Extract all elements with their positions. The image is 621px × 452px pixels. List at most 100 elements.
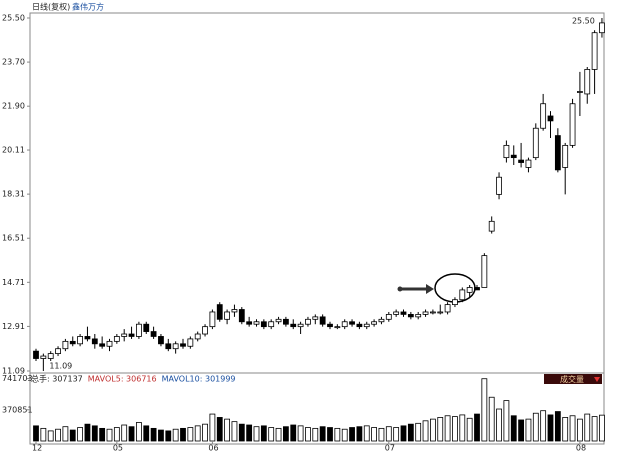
candle-body [121, 333, 128, 337]
candle-body [415, 314, 422, 318]
volume-bar [481, 378, 488, 442]
y-tick-label: 370851 [2, 405, 33, 414]
candle-body [444, 304, 451, 313]
candle-body [158, 336, 164, 345]
volume-bar [135, 422, 142, 442]
volume-bar [312, 427, 319, 442]
volume-bar [106, 428, 113, 442]
volume-bar [349, 427, 355, 442]
candle-body [224, 311, 231, 320]
candle-body [474, 287, 480, 291]
candle-body [532, 127, 539, 159]
candle-body [91, 338, 98, 345]
x-tick-label: 07 [385, 444, 395, 452]
candle-body [599, 22, 605, 34]
volume-bar [510, 415, 517, 442]
y-tick-label: 741703 [2, 374, 33, 383]
volume-bar [378, 427, 385, 442]
volume-bar [503, 400, 510, 442]
annotation: 11.09 [49, 362, 72, 371]
candle-body [128, 333, 135, 337]
volume-bar [231, 421, 238, 442]
candle-body [231, 309, 238, 313]
volume-bar [128, 426, 135, 442]
y-tick-label: 16.51 [2, 234, 25, 243]
candle-body [194, 333, 201, 340]
volume-bar [319, 426, 326, 442]
volume-button[interactable] [544, 374, 602, 384]
y-tick-label: 23.70 [2, 58, 25, 67]
candle-body [356, 323, 363, 328]
candle-body [77, 336, 83, 345]
candle-body [290, 323, 297, 328]
stock-name: 鑫伟万方 [72, 2, 104, 12]
volume-bar [180, 427, 186, 442]
volume-bar [268, 427, 275, 442]
volume-bar [488, 396, 495, 442]
candle-body [562, 144, 569, 168]
volume-bar [40, 427, 47, 442]
dropdown-icon[interactable] [594, 377, 600, 382]
candle-body [40, 355, 47, 359]
candle-body [260, 321, 267, 328]
volume-bar [91, 425, 98, 442]
candle-body [540, 103, 547, 129]
volume-bar [290, 424, 297, 442]
volume-bar [84, 423, 91, 442]
volume-bar [172, 428, 179, 442]
volume-bar [422, 420, 429, 442]
volume-bar [224, 418, 231, 442]
volume-bar [532, 412, 539, 442]
candle-body [62, 340, 69, 350]
candle-body [363, 323, 370, 328]
candle-body [459, 289, 466, 301]
candle-body [547, 115, 554, 122]
candle-body [554, 135, 561, 171]
candle-body [209, 311, 216, 328]
volume-label: MAVOL5: 306716 [88, 375, 157, 384]
volume-bar [466, 417, 473, 442]
volume-bar [77, 427, 83, 442]
annotation: 25.50 [572, 17, 595, 26]
volume-bar [246, 424, 253, 442]
y-tick-label: 18.31 [2, 190, 25, 199]
x-tick-label: 12 [32, 444, 42, 452]
volume-bar [62, 426, 69, 442]
x-tick-label: 08 [576, 444, 586, 452]
candle-body [518, 159, 524, 163]
volume-label: MAVOL10: 301999 [162, 375, 236, 384]
y-tick-label: 21.90 [2, 102, 25, 111]
candle-body [113, 336, 120, 342]
y-tick-label: 20.11 [2, 146, 25, 155]
candle-body [452, 299, 458, 306]
volume-bar [444, 415, 451, 442]
candle-body [84, 336, 91, 340]
volume-bar [143, 425, 150, 442]
candle-body [393, 311, 400, 315]
candle-body [275, 318, 282, 323]
candle-body [503, 144, 510, 159]
volume-bar [356, 426, 363, 442]
candle-body [584, 69, 591, 95]
volume-title[interactable]: 成交量 [560, 374, 584, 384]
candle-body [422, 311, 429, 315]
candle-body [99, 343, 106, 347]
volume-bar [518, 419, 524, 442]
volume-bar [584, 413, 591, 442]
volume-bar [429, 418, 436, 442]
volume-bar [165, 430, 172, 442]
volume-bar [209, 413, 216, 442]
volume-bar [540, 410, 547, 442]
volume-bar [33, 425, 39, 442]
volume-bar [496, 408, 502, 442]
volume-bar [547, 414, 554, 442]
volume-bar [113, 427, 120, 442]
candle-body [33, 350, 39, 359]
y-tick-label: 25.50 [2, 14, 25, 23]
y-tick-label: 14.71 [2, 278, 25, 287]
candle-body [202, 326, 208, 335]
volume-bar [327, 427, 333, 442]
volume-bar [341, 428, 348, 442]
y-tick-label: 11.09 [2, 367, 25, 376]
